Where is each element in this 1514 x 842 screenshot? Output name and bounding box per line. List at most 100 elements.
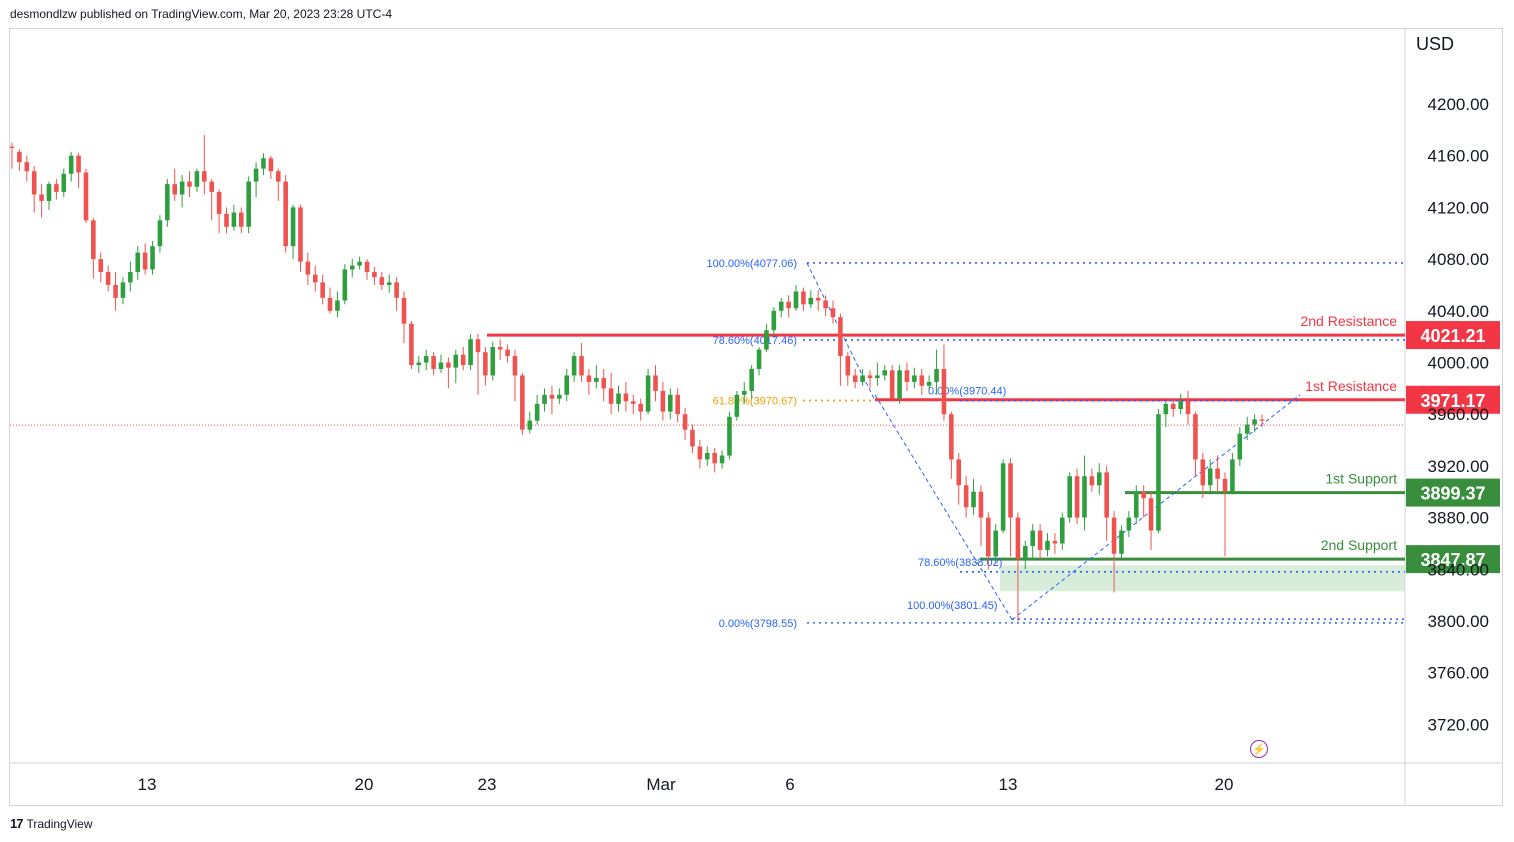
candle-body [875, 375, 880, 378]
candle-body [520, 375, 525, 429]
candle [705, 447, 710, 466]
candle-body [490, 347, 495, 375]
candle-body [283, 182, 288, 247]
candle-body [971, 492, 976, 508]
candle-body [720, 456, 725, 464]
candle-body [135, 253, 140, 272]
candle-body [32, 171, 37, 194]
candle-body [1149, 498, 1154, 530]
candle [17, 149, 22, 171]
candle-body [535, 404, 540, 421]
candle [195, 169, 200, 192]
candle [1097, 463, 1102, 494]
candle-body [683, 414, 688, 430]
candle [446, 357, 451, 388]
candle [498, 339, 503, 360]
candle [246, 176, 251, 233]
candle [720, 450, 725, 468]
candle-body [631, 401, 636, 404]
candle-body [402, 298, 407, 324]
candle-body [320, 282, 325, 298]
candle-body [786, 302, 791, 308]
candle-body [61, 174, 66, 192]
candle [320, 275, 325, 305]
candle-body [328, 298, 333, 311]
candle [306, 253, 311, 285]
candle-body [905, 370, 910, 382]
candle-body [846, 356, 851, 375]
candle [25, 156, 30, 182]
candle-body [1016, 518, 1021, 559]
candle [1119, 525, 1124, 559]
candle-body [705, 453, 710, 459]
candle [735, 391, 740, 421]
candle-body [172, 184, 177, 194]
candle [283, 175, 288, 253]
candle-body [542, 395, 547, 404]
candle-body [202, 171, 207, 181]
candle [1008, 458, 1013, 556]
y-tick-label: 4120.00 [1428, 198, 1489, 217]
candle [535, 395, 540, 425]
candle-body [1104, 472, 1109, 517]
candle [61, 169, 66, 197]
candle-body [513, 356, 518, 375]
candle-body [838, 317, 843, 356]
candle-body [1119, 531, 1124, 554]
candle-body [1171, 404, 1176, 409]
candle [971, 479, 976, 515]
candle [698, 440, 703, 468]
candle [638, 399, 643, 421]
candle [1164, 401, 1169, 427]
candle [882, 365, 887, 381]
candle-body [165, 184, 170, 220]
fib-label: 78.60%(3838.02) [918, 557, 1002, 569]
candle [831, 300, 836, 323]
candle [91, 218, 96, 279]
candle [1208, 459, 1213, 494]
footer-brand: TradingView [26, 817, 92, 831]
candle-body [764, 330, 769, 349]
candle-body [483, 352, 488, 375]
support-zone [1000, 565, 1405, 591]
candle-body [298, 207, 303, 261]
candle [439, 355, 444, 373]
candle-body [1238, 434, 1243, 460]
candle-body [698, 447, 703, 460]
candle [594, 365, 599, 388]
candle [786, 295, 791, 317]
level-lines: 2nd Resistance4021.211st Resistance3971.… [10, 313, 1500, 591]
candle-body [372, 272, 377, 277]
candle-body [860, 375, 865, 381]
candle [550, 386, 555, 414]
candle-body [239, 213, 244, 227]
candle-body [106, 272, 111, 285]
candle [809, 290, 814, 308]
candle [172, 169, 177, 201]
y-tick-label: 4040.00 [1428, 302, 1489, 321]
candle-body [1008, 463, 1013, 517]
candle [727, 412, 732, 460]
candle-body [54, 184, 59, 192]
candle [794, 285, 799, 311]
candle-body [1223, 479, 1228, 492]
candle-body [1030, 531, 1035, 547]
candle [1023, 541, 1028, 569]
candle-body [1045, 541, 1050, 550]
candle-body [616, 394, 621, 404]
candle-body [653, 375, 658, 391]
candle-body [143, 253, 148, 270]
candle-body [269, 158, 274, 171]
fib-label: 61.80%(3970.67) [713, 395, 797, 407]
candle-body [1193, 414, 1198, 459]
candle [121, 277, 126, 304]
candle-body [217, 192, 222, 214]
x-tick-label: 20 [1215, 775, 1234, 794]
candle [224, 207, 229, 233]
x-tick-label: Mar [646, 775, 676, 794]
lightning-icon[interactable]: ⚡ [1250, 740, 1268, 758]
candle-body [187, 182, 192, 187]
candle-body [1075, 476, 1080, 517]
candle [1245, 417, 1250, 440]
